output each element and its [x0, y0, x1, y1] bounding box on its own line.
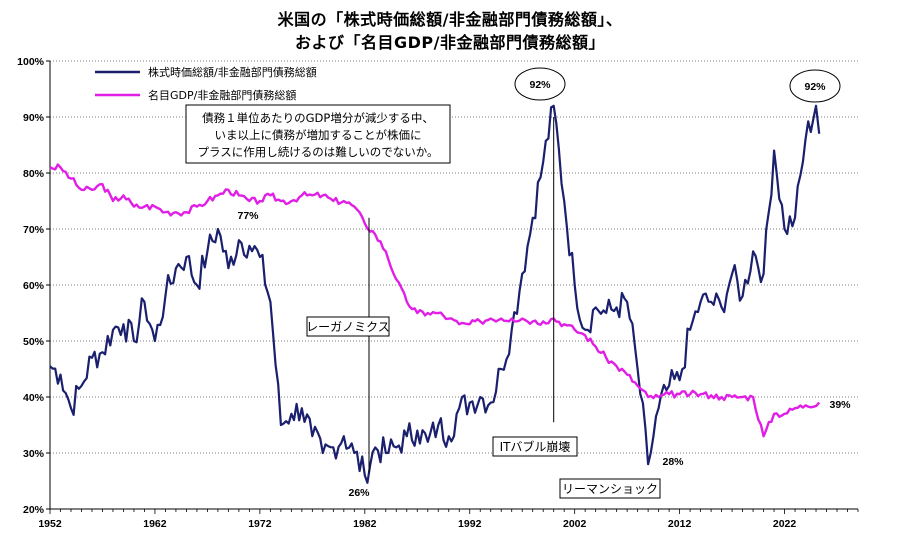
note-line: プラスに作用し続けるのは難しいのでないか。 — [197, 145, 438, 159]
event-label: リーマンショック — [562, 482, 658, 496]
value-label: 77% — [237, 210, 259, 222]
series-line-1 — [49, 104, 821, 484]
legend-label: 名目GDP/非金融部門債務総額 — [148, 88, 296, 102]
chart-title-line2: および「名目GDP/非金融部門債務総額」 — [295, 33, 605, 52]
series-line-2 — [49, 163, 821, 438]
y-tick-label: 40% — [23, 392, 45, 404]
gridlines — [50, 60, 858, 454]
highlight-ellipse — [514, 67, 566, 101]
note-line: 債務１単位あたりのGDP増分が減少する中、 — [202, 111, 434, 125]
x-tick-label: 1952 — [38, 518, 62, 530]
event-label: ITバブル崩壊 — [500, 439, 571, 454]
x-tick-label: 1982 — [353, 518, 377, 530]
value-label: 39% — [829, 399, 851, 411]
y-axis-ticks: 20% 30% 40% 50% 60% 70% 80% 90% 100% — [17, 56, 50, 516]
annotations: 債務１単位あたりのGDP増分が減少する中、いま以上に債務が増加することが株価にプ… — [185, 67, 851, 499]
event-box — [559, 478, 661, 499]
value-label: 92% — [804, 81, 826, 93]
note-box — [185, 104, 451, 164]
chart-title-line1: 米国の「株式時価総額/非金融部門債務総額」、 — [277, 10, 623, 29]
x-axis-ticks: 1952 1962 1972 1982 1992 2002 2012 2022 — [38, 509, 859, 530]
value-label: 26% — [348, 487, 370, 499]
series-lines — [49, 104, 821, 484]
note-line: いま以上に債務が増加することが株価に — [215, 128, 422, 142]
x-tick-label: 2022 — [773, 518, 797, 530]
y-tick-label: 90% — [23, 112, 45, 124]
y-tick-label: 50% — [23, 336, 45, 348]
legend-label: 株式時価総額/非金融部門債務総額 — [148, 65, 317, 79]
x-tick-label: 1992 — [458, 518, 482, 530]
x-tick-label: 1972 — [248, 518, 272, 530]
event-box — [306, 316, 390, 337]
y-tick-label: 30% — [23, 448, 45, 460]
x-tick-label: 2012 — [668, 518, 692, 530]
y-tick-label: 60% — [23, 280, 45, 292]
highlight-ellipse — [789, 69, 841, 103]
event-label: レーガノミクス — [306, 320, 390, 334]
y-tick-label: 70% — [23, 224, 45, 236]
value-label: 92% — [529, 79, 551, 91]
event-box — [492, 436, 578, 457]
y-tick-label: 80% — [23, 168, 45, 180]
y-tick-label: 100% — [17, 56, 45, 68]
x-tick-label: 2002 — [563, 518, 587, 530]
y-tick-label: 20% — [23, 504, 45, 516]
value-label: 28% — [662, 456, 684, 468]
x-tick-label: 1962 — [143, 518, 167, 530]
